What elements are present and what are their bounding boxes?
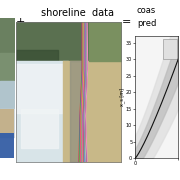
Text: coas: coas [137,6,156,15]
Text: shoreline  data: shoreline data [41,8,114,18]
Text: +: + [16,17,25,27]
Text: pred: pred [137,19,156,28]
Bar [163,39,177,59]
Text: =: = [122,17,132,27]
Bar [0,133,14,158]
Bar [0,109,14,133]
Y-axis label: x_s [m]: x_s [m] [119,88,125,106]
